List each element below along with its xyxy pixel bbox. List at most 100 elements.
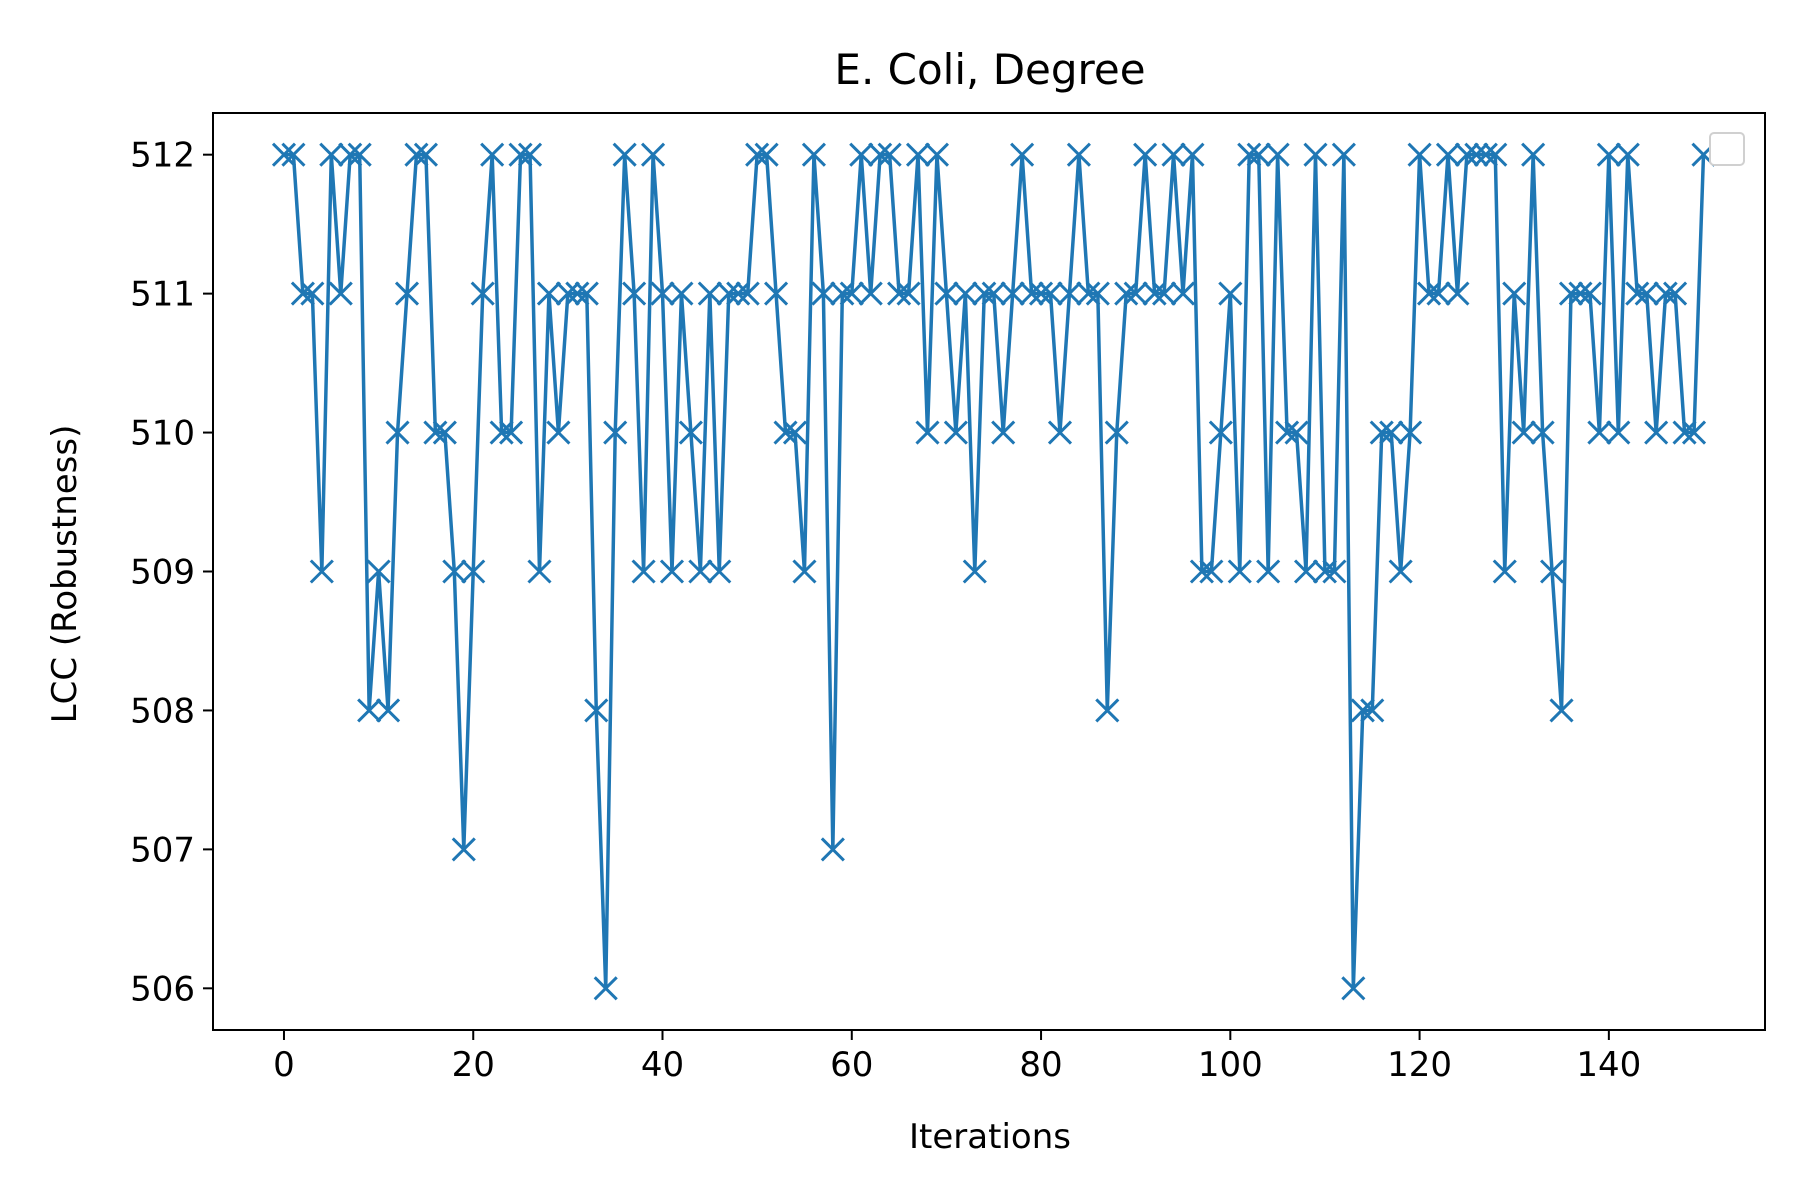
data-point-marker: [1483, 142, 1508, 167]
data-point-marker: [811, 281, 836, 306]
data-point-marker: [1341, 976, 1366, 1001]
data-point-marker: [527, 559, 552, 584]
y-axis-label: LCC (Robustness): [45, 425, 85, 724]
data-point-marker: [555, 281, 580, 306]
data-point-marker: [1416, 281, 1442, 306]
data-point-marker: [915, 420, 940, 445]
data-point-marker: [517, 142, 543, 167]
data-point-marker: [423, 420, 448, 445]
data-point-marker: [1587, 420, 1612, 445]
data-point-marker: [887, 281, 912, 306]
y-tick-label: 508: [130, 691, 195, 731]
data-point-marker: [1634, 281, 1659, 306]
data-point-marker: [565, 281, 590, 306]
data-point-marker: [489, 420, 514, 445]
data-point-marker: [1000, 281, 1025, 306]
data-point-marker: [376, 698, 401, 723]
x-tick-label: 100: [1198, 1045, 1263, 1085]
chart-title: E. Coli, Degree: [834, 45, 1145, 94]
data-point-marker: [593, 976, 618, 1001]
data-point-marker: [782, 420, 808, 445]
data-point-marker: [1464, 142, 1489, 167]
data-point-marker: [1275, 420, 1300, 445]
x-tick-label: 80: [1019, 1045, 1062, 1085]
data-point-marker: [1681, 420, 1707, 445]
data-point-marker: [688, 559, 713, 584]
data-point-marker: [905, 142, 931, 167]
data-point-marker: [603, 420, 628, 445]
data-point-marker: [640, 142, 666, 167]
data-point-marker: [934, 281, 959, 306]
data-point-marker: [508, 142, 533, 167]
data-point-marker: [830, 281, 855, 306]
data-point-marker: [962, 559, 987, 584]
data-point-marker: [1066, 142, 1091, 167]
data-point-marker: [858, 281, 883, 306]
data-point-marker: [366, 559, 391, 584]
data-point-marker: [1521, 142, 1546, 167]
data-point-marker: [1114, 281, 1139, 306]
data-point-marker: [1104, 420, 1129, 445]
data-point-marker: [1663, 281, 1688, 306]
data-point-marker: [991, 420, 1016, 445]
data-point-marker: [924, 142, 950, 167]
data-point-marker: [612, 142, 637, 167]
data-point-marker: [1170, 281, 1196, 306]
data-point-marker: [1152, 281, 1177, 306]
data-point-marker: [451, 837, 476, 862]
data-point-marker: [1653, 281, 1678, 306]
data-point-marker: [650, 281, 675, 306]
data-point-marker: [536, 281, 562, 306]
data-point-marker: [1256, 559, 1281, 584]
data-point-marker: [1199, 559, 1224, 584]
data-point-marker: [1123, 281, 1148, 306]
data-point-marker: [1208, 420, 1233, 445]
data-point-marker: [1577, 281, 1602, 306]
data-point-marker: [1142, 281, 1167, 306]
y-tick-label: 510: [130, 414, 195, 454]
data-point-marker: [1644, 420, 1669, 445]
data-point-marker: [1237, 142, 1262, 167]
data-point-marker: [1454, 142, 1479, 167]
data-point-marker: [1435, 142, 1461, 167]
data-point-marker: [849, 142, 874, 167]
data-point-marker: [1379, 420, 1404, 445]
y-tick-label: 506: [130, 969, 195, 1009]
data-point-marker: [1558, 281, 1584, 306]
x-tick-label: 140: [1576, 1045, 1641, 1085]
y-tick-label: 511: [130, 275, 195, 315]
data-point-marker: [404, 142, 429, 167]
data-point-marker: [726, 281, 751, 306]
data-point-marker: [1672, 420, 1697, 445]
data-point-marker: [1057, 281, 1082, 306]
data-point-marker: [678, 420, 703, 445]
data-point-marker: [1180, 142, 1205, 167]
y-tick-label: 512: [130, 136, 195, 176]
data-point-marker: [1625, 281, 1650, 306]
data-point-marker: [1596, 142, 1621, 167]
data-point-marker: [413, 142, 438, 167]
data-point-marker: [281, 142, 306, 167]
x-tick-label: 0: [273, 1045, 295, 1085]
data-point-marker: [981, 281, 1006, 306]
data-point-marker: [394, 281, 420, 306]
data-point-marker: [773, 420, 798, 445]
data-point-marker: [1388, 559, 1413, 584]
data-point-marker: [328, 281, 353, 306]
x-tick-label: 20: [452, 1045, 495, 1085]
x-axis-label: Iterations: [909, 1117, 1071, 1157]
data-point-marker: [820, 837, 845, 862]
data-point-marker: [1502, 281, 1527, 306]
data-point-marker: [1010, 142, 1035, 167]
data-point-marker: [385, 420, 410, 445]
data-point-marker: [1360, 698, 1385, 723]
data-point-marker: [432, 420, 457, 445]
data-point-marker: [1445, 281, 1470, 306]
data-point-marker: [499, 420, 524, 445]
data-point-marker: [1331, 142, 1356, 167]
data-point-marker: [1038, 281, 1063, 306]
data-point-marker: [357, 698, 382, 723]
data-point-marker: [953, 281, 978, 306]
data-point-marker: [716, 281, 741, 306]
